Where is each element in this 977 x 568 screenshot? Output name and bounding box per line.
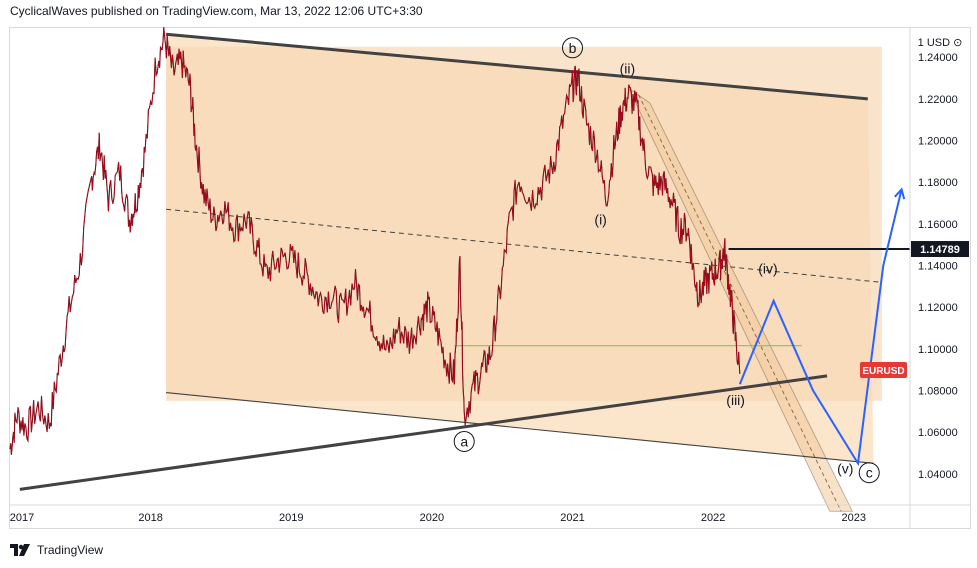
projection-arrowhead	[894, 187, 906, 200]
y-tick-label: 1.20000	[918, 135, 958, 147]
wave-label-c-circle	[858, 462, 880, 484]
wave-label-a-circle	[453, 430, 475, 452]
y-tick-label: 1.10000	[918, 344, 958, 356]
y-tick-label: 1.16000	[918, 219, 958, 231]
wave-label-i: (i)	[594, 212, 606, 228]
projection-path[interactable]	[738, 189, 903, 467]
wave-label-iv: (iv)	[758, 261, 777, 277]
x-tick-label: 2023	[842, 512, 866, 524]
median-dashed-line[interactable]	[166, 208, 880, 283]
x-tick-label: 2017	[10, 512, 34, 524]
wave-label-iii: (iii)	[726, 392, 745, 408]
symbol-badge[interactable]	[860, 362, 907, 378]
x-tick-label: 2022	[701, 512, 725, 524]
x-tick-label: 2020	[420, 512, 444, 524]
wave-label-c: c	[866, 465, 873, 481]
tradingview-brand-text[interactable]: TradingView	[37, 543, 104, 557]
wave-label-v: (v)	[837, 461, 853, 477]
y-tick-label: 1.04000	[918, 469, 958, 481]
price-series-line[interactable]	[9, 27, 741, 455]
chart-frame	[9, 27, 971, 529]
y-tick-label: 1.24000	[918, 52, 958, 64]
price-marker-label: 1.14789	[920, 244, 960, 256]
y-axis-unit: 1 USD ⊙	[918, 37, 963, 49]
x-tick-label: 2021	[560, 512, 584, 524]
y-tick-label: 1.14000	[918, 260, 958, 272]
x-tick-label: 2019	[279, 512, 303, 524]
lower-support-line[interactable]	[19, 374, 828, 491]
lower-channel-line[interactable]	[166, 391, 874, 464]
y-tick-label: 1.06000	[918, 427, 958, 439]
y-axis-background	[910, 28, 970, 505]
x-tick-label: 2018	[138, 512, 162, 524]
tradingview-logo-icon[interactable]	[10, 544, 32, 556]
y-tick-label: 1.08000	[918, 385, 958, 397]
upper-channel-line[interactable]	[165, 32, 868, 101]
y-tick-label: 1.18000	[918, 177, 958, 189]
y-tick-label: 1.12000	[918, 302, 958, 314]
wave-label-b-circle	[562, 37, 583, 59]
wave-label-b: b	[569, 40, 577, 56]
y-tick-label: 1.22000	[918, 94, 958, 106]
wave-label-a: a	[460, 433, 468, 449]
symbol-label: EURUSD	[862, 366, 904, 377]
descending-channel-midline	[638, 94, 842, 512]
channel-box-fill	[166, 46, 882, 401]
footer: TradingView	[10, 541, 103, 559]
publisher-header: CyclicalWaves published on TradingView.c…	[10, 4, 423, 18]
wave-label-ii: (ii)	[620, 61, 636, 77]
price-marker-badge	[911, 241, 969, 258]
descending-channel	[627, 87, 853, 512]
